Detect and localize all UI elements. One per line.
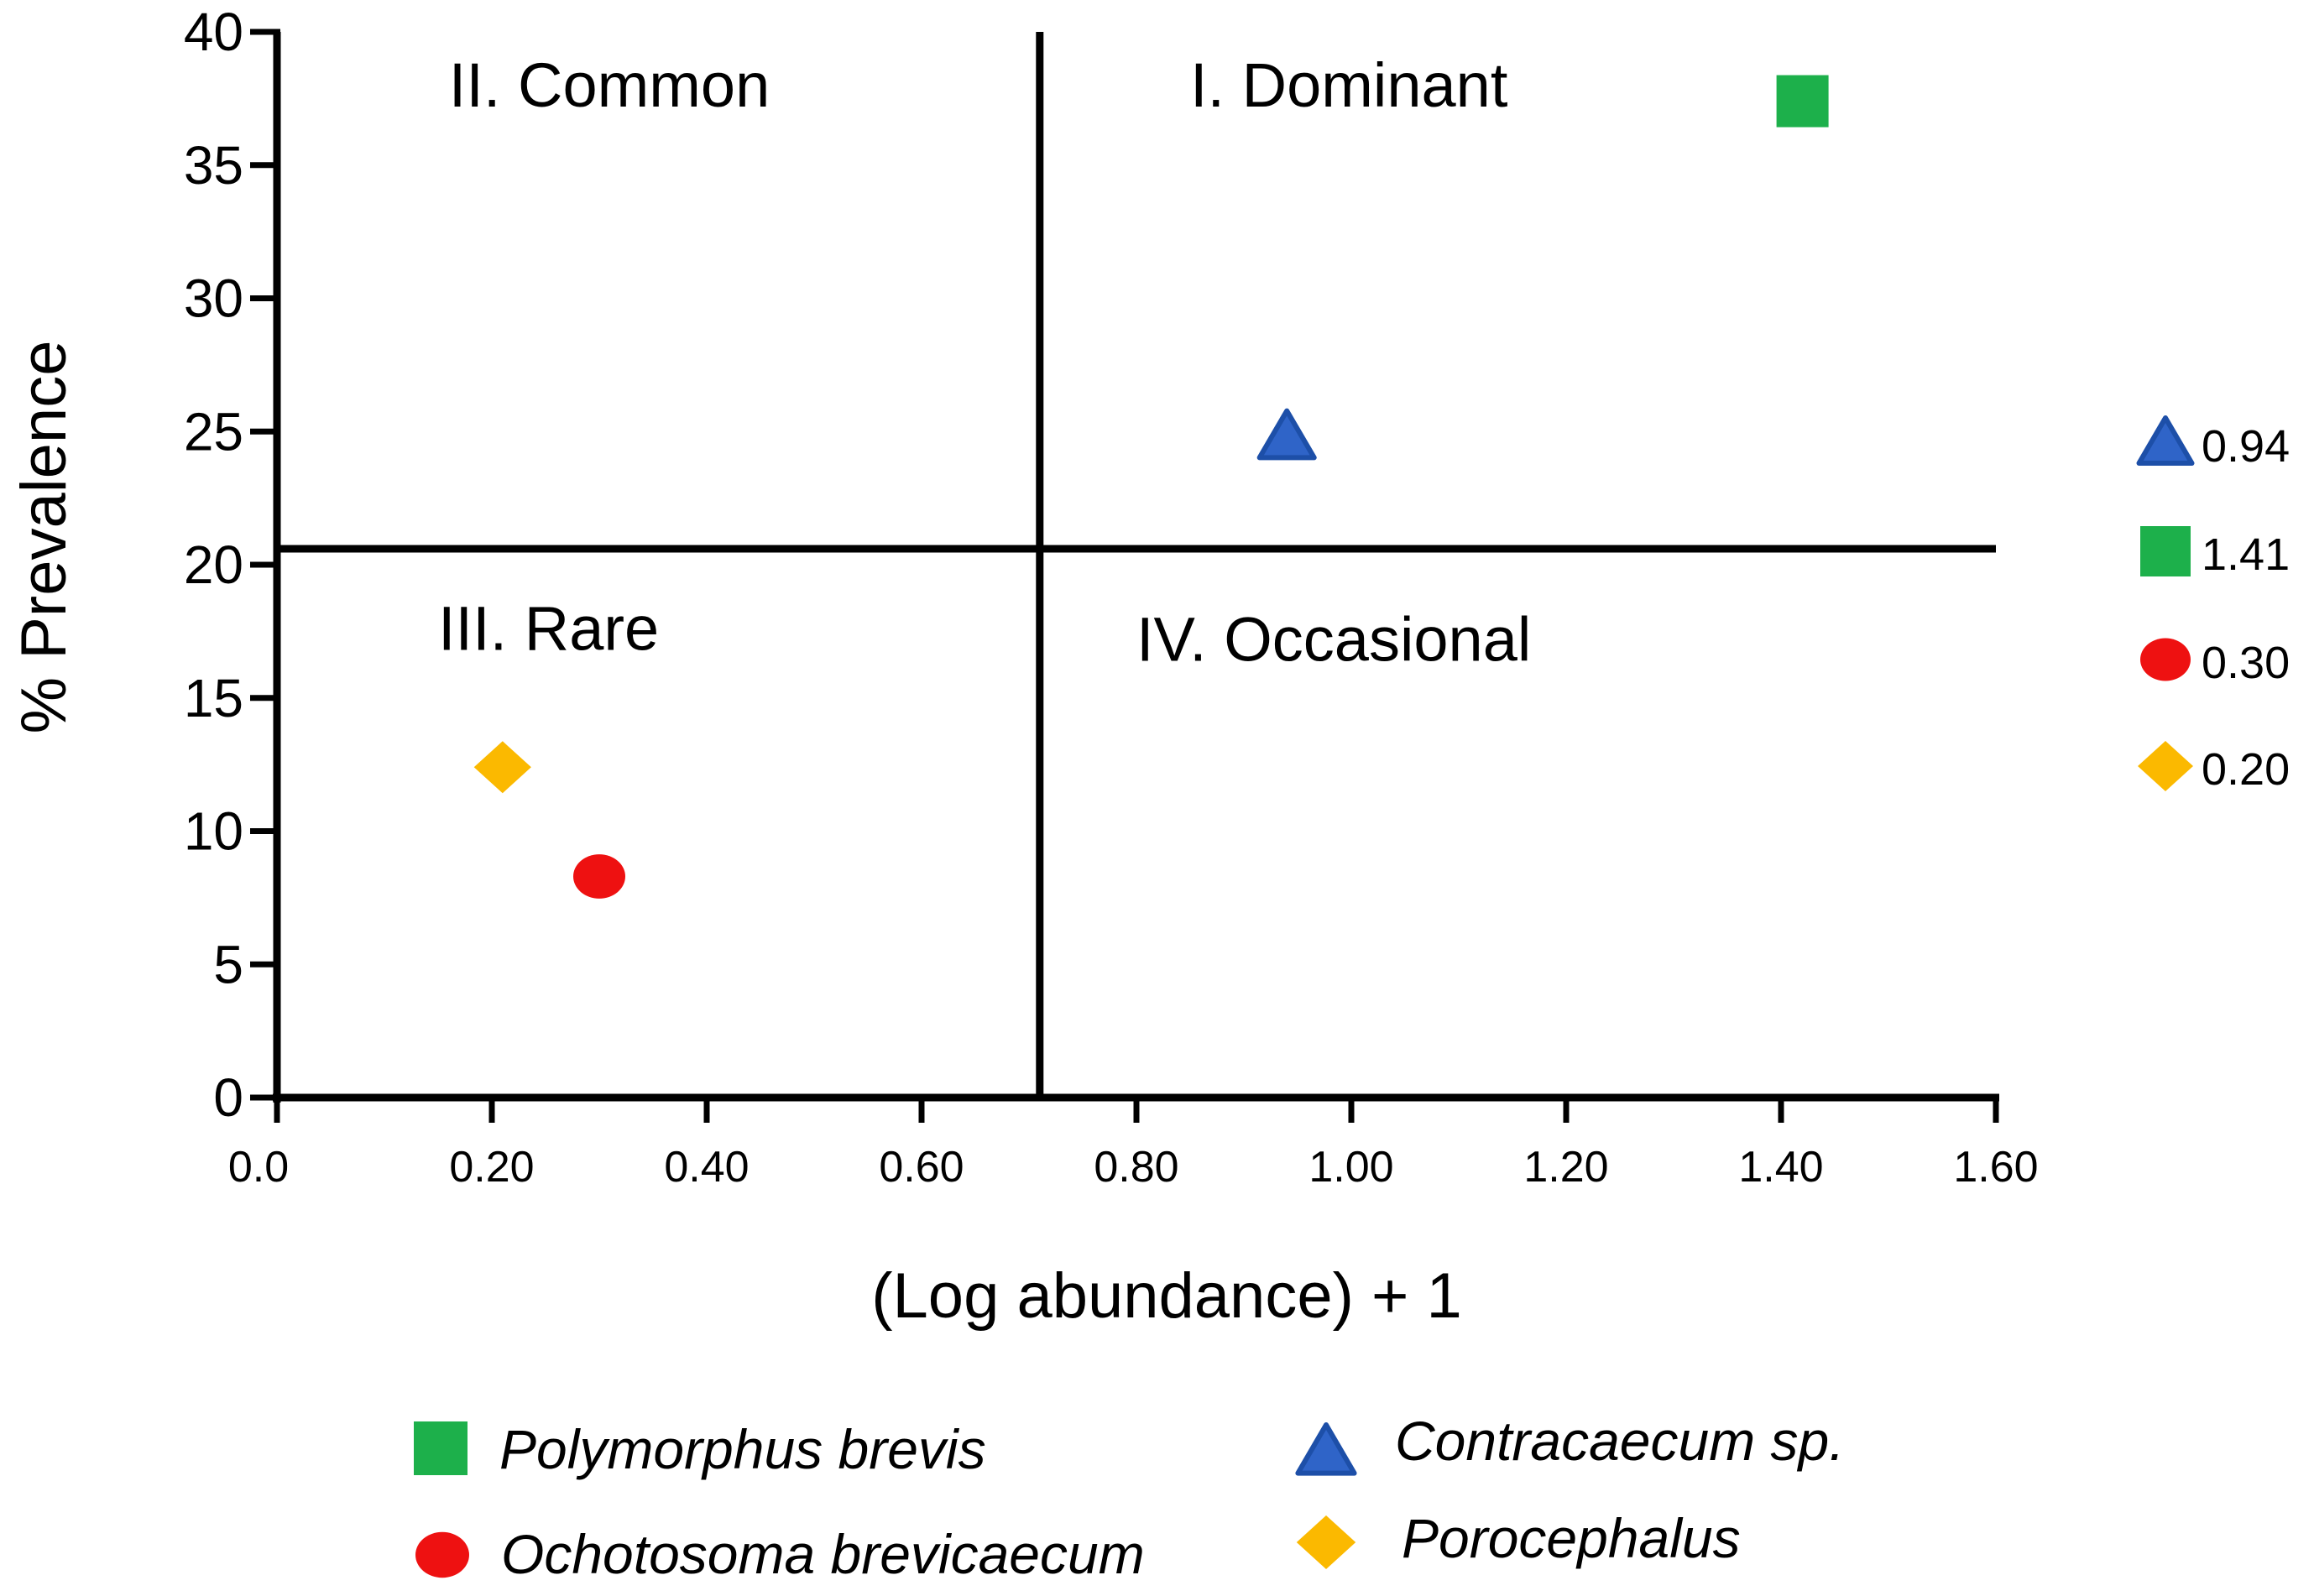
x-tick-label: 1.60	[1953, 1143, 2038, 1192]
quadrant-label-dominant: I. Dominant	[1190, 50, 1508, 120]
value-key-label: 1.41	[2202, 529, 2290, 580]
tick-group: 0 5 10 15 20 25 30 35 40 0.0 0.20 0.40 0.60 0.80 1.00 1…	[184, 2, 2039, 1192]
legend-label: Contracaecum sp.	[1395, 1410, 1845, 1472]
x-tick-label: 1.00	[1308, 1143, 1393, 1192]
legend-label: Polymorphus brevis	[499, 1418, 986, 1480]
y-tick-label: 40	[184, 2, 243, 62]
legend-marker-square	[414, 1421, 468, 1475]
value-key-marker-triangle	[2136, 415, 2195, 466]
x-tick-label: 0.0	[228, 1143, 289, 1192]
value-key-marker-diamond	[2138, 741, 2193, 791]
y-tick-label: 35	[184, 135, 243, 196]
y-tick-label: 30	[184, 269, 243, 329]
value-key-marker-circle	[2140, 638, 2191, 681]
legend-marker-diamond	[1296, 1515, 1356, 1569]
x-axis-title: (Log abundance) + 1	[871, 1260, 1462, 1332]
legend-marker-circle	[415, 1531, 469, 1578]
data-point-triangle	[1256, 408, 1317, 461]
quadrant-label-occasional: IV. Occasional	[1136, 604, 1531, 674]
y-tick-label: 20	[184, 535, 243, 595]
data-point-diamond	[473, 741, 531, 794]
legend-marker-triangle	[1295, 1422, 1357, 1476]
legend-label: Ochotosoma brevicaecum	[501, 1523, 1145, 1585]
quadrant-label-common: II. Common	[449, 50, 770, 120]
y-tick-label: 25	[184, 401, 243, 462]
x-tick-label: 0.40	[664, 1143, 749, 1192]
data-point-circle	[573, 854, 625, 899]
y-tick-label: 10	[184, 801, 243, 862]
y-tick-label: 0	[213, 1067, 243, 1128]
x-tick-label: 0.80	[1094, 1143, 1178, 1192]
x-tick-label: 1.40	[1738, 1143, 1823, 1192]
quadrant-label-group: II. Common I. Dominant III. Rare IV. Occasi…	[438, 50, 1531, 674]
plot-axes-group	[273, 32, 1999, 1103]
value-key-label: 0.94	[2202, 421, 2290, 472]
y-axis-title: % Prevalence	[8, 341, 80, 734]
value-key-marker-square	[2140, 526, 2191, 576]
value-key-label: 0.20	[2202, 744, 2290, 795]
value-key-label: 0.30	[2202, 638, 2290, 688]
x-tick-label: 0.20	[449, 1143, 534, 1192]
y-tick-label: 5	[213, 934, 243, 994]
legend-label: Porocephalus	[1402, 1507, 1741, 1569]
data-point-group	[473, 75, 1829, 899]
quadrant-label-rare: III. Rare	[438, 594, 659, 664]
x-tick-label: 0.60	[879, 1143, 964, 1192]
value-key-group: 0.94 1.41 0.30 0.20	[2136, 415, 2290, 795]
x-tick-label: 1.20	[1523, 1143, 1608, 1192]
data-point-square	[1776, 75, 1829, 128]
y-tick-label: 15	[184, 668, 243, 728]
legend: Polymorphus brevis Contracaecum sp. Ochoto…	[414, 1410, 1845, 1585]
